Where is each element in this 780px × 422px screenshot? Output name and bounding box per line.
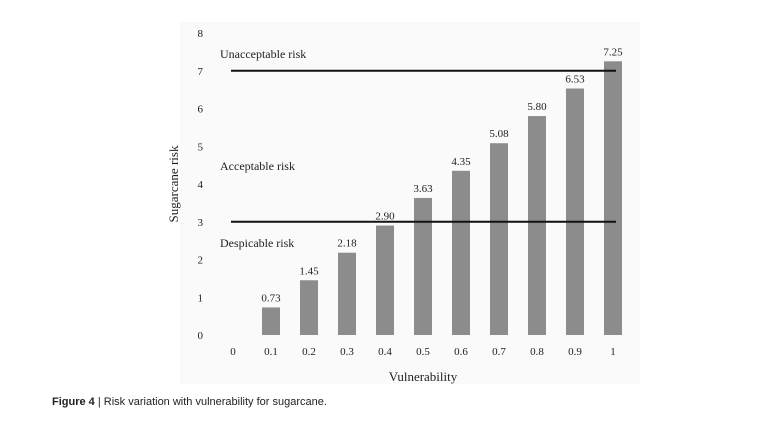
acceptable-risk-label: Acceptable risk <box>220 159 295 173</box>
bar-value-label: 2.90 <box>375 211 395 223</box>
caption-text: Risk variation with vulnerability for su… <box>103 396 327 408</box>
bar-value-label: 6.53 <box>565 73 585 85</box>
bar-chart: 0 1 2 3 4 5 6 7 8 0.73 1.45 2.18 2.90 3.63 4.35 5.08 5.… <box>166 22 640 384</box>
bar-value-labels: 0.73 1.45 2.18 2.90 3.63 4.35 5.08 5.80 6.53 7.25 <box>261 46 623 304</box>
x-tick-label: 0.1 <box>264 346 278 358</box>
x-tick-label: 0.5 <box>416 346 430 358</box>
caption-separator: | <box>94 396 104 408</box>
y-tick-label: 3 <box>198 217 204 229</box>
x-tick-label: 1 <box>610 346 616 358</box>
threshold-label: Despicable risk <box>220 236 294 250</box>
bar <box>338 252 356 335</box>
x-tick-label: 0 <box>230 346 236 358</box>
bar-value-label: 2.18 <box>337 238 357 250</box>
x-tick-labels: 0 0.1 0.2 0.3 0.4 0.5 0.6 0.7 0.8 0.9 1 <box>230 346 616 358</box>
y-tick-labels: 0 1 2 3 4 5 6 7 8 <box>198 28 204 342</box>
bars <box>262 61 622 336</box>
bar-value-label: 1.45 <box>299 265 319 277</box>
bar <box>262 307 280 335</box>
bar <box>528 116 546 335</box>
bar-value-label: 5.08 <box>489 128 509 140</box>
y-axis-label: Sugarcane risk <box>166 145 181 222</box>
plot-background <box>180 22 640 384</box>
caption-label: Figure 4 <box>52 396 95 408</box>
y-tick-label: 6 <box>198 104 204 116</box>
y-tick-label: 7 <box>198 66 204 78</box>
bar-value-label: 7.25 <box>603 46 623 58</box>
x-tick-label: 0.9 <box>568 346 582 358</box>
bar <box>566 88 584 336</box>
bar <box>604 61 622 335</box>
x-axis-label: Vulnerability <box>389 369 458 384</box>
x-tick-label: 0.6 <box>454 346 468 358</box>
figure-caption: Figure 4 | Risk variation with vulnerabi… <box>52 396 327 408</box>
bar <box>414 197 432 335</box>
bar <box>376 225 394 335</box>
x-tick-label: 0.7 <box>492 346 506 358</box>
y-tick-label: 0 <box>198 330 204 342</box>
y-tick-label: 1 <box>198 292 204 304</box>
x-tick-label: 0.8 <box>530 346 544 358</box>
bar <box>300 280 318 335</box>
bar-value-label: 4.35 <box>451 156 471 168</box>
y-tick-label: 8 <box>198 28 204 40</box>
x-tick-label: 0.2 <box>302 346 316 358</box>
bar <box>452 170 470 335</box>
threshold-lines: Unacceptable risk Despicable risk <box>220 47 616 250</box>
x-tick-label: 0.4 <box>378 346 392 358</box>
bar <box>490 143 508 335</box>
threshold-label: Unacceptable risk <box>220 47 306 61</box>
bar-value-label: 3.63 <box>413 183 433 195</box>
y-tick-label: 5 <box>198 141 204 153</box>
bar-value-label: 0.73 <box>261 292 281 304</box>
x-tick-label: 0.3 <box>340 346 354 358</box>
y-tick-label: 4 <box>198 179 204 191</box>
bar-value-label: 5.80 <box>527 101 547 113</box>
y-tick-label: 2 <box>198 255 204 267</box>
